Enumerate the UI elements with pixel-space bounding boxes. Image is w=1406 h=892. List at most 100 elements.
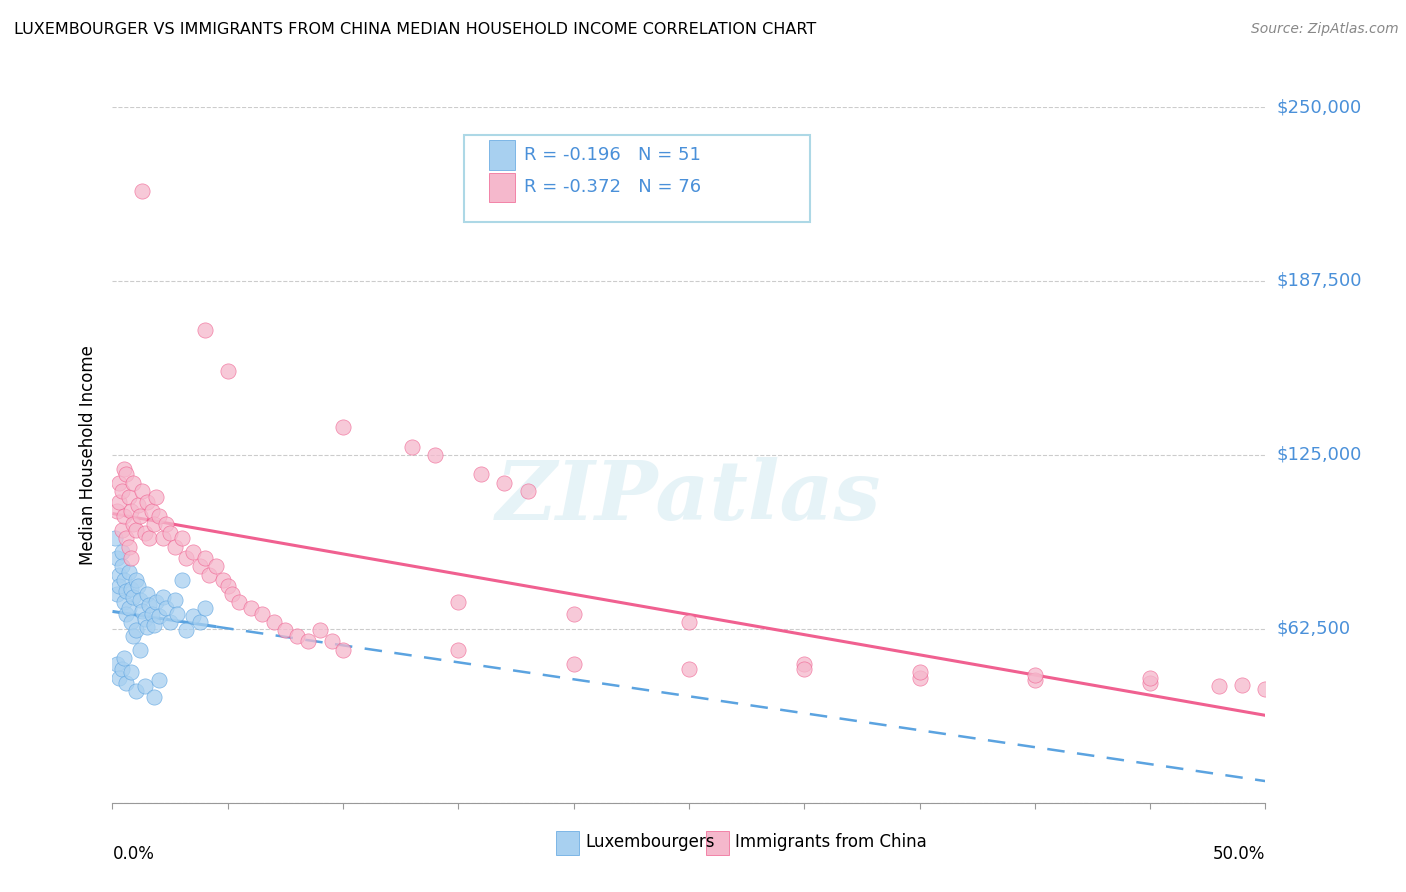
Point [120,615,142,629]
Point [120,665,142,679]
Point [122,517,145,532]
Point [252,607,274,621]
Point [188,615,211,629]
Y-axis label: Median Household Income: Median Household Income [79,345,97,565]
Point [141,607,163,621]
Point [111,559,134,574]
Point [115,676,138,690]
Point [104,532,127,546]
Point [908,665,931,679]
FancyBboxPatch shape [706,830,730,855]
Point [115,467,138,482]
Point [145,595,167,609]
Point [1232,677,1254,691]
Point [120,550,142,565]
Point [793,662,815,676]
Point [112,509,135,524]
Point [112,651,135,665]
Text: $125,000: $125,000 [1277,446,1362,464]
Point [1024,667,1046,681]
Point [159,525,181,540]
Point [297,634,319,648]
Point [163,592,186,607]
Point [127,579,149,593]
Text: LUXEMBOURGER VS IMMIGRANTS FROM CHINA MEDIAN HOUSEHOLD INCOME CORRELATION CHART: LUXEMBOURGER VS IMMIGRANTS FROM CHINA ME… [14,22,817,37]
Point [181,545,204,559]
Point [136,620,159,634]
Point [124,624,146,638]
Point [155,601,177,615]
FancyBboxPatch shape [489,172,515,202]
Point [122,590,145,604]
Point [274,624,297,638]
Point [138,598,160,612]
Point [285,629,308,643]
Point [1024,673,1046,688]
Point [155,517,177,532]
Point [115,532,138,546]
Point [170,573,193,587]
Text: $62,500: $62,500 [1277,620,1351,638]
Point [143,690,166,704]
Point [181,609,204,624]
Point [1254,681,1277,696]
Point [136,495,159,509]
Point [115,607,138,621]
Text: 0.0%: 0.0% [112,845,155,863]
Point [188,559,211,574]
FancyBboxPatch shape [557,830,579,855]
Point [198,567,221,582]
Point [117,565,139,579]
Point [134,525,156,540]
Point [117,601,139,615]
Point [129,509,152,524]
Point [194,601,217,615]
Point [115,584,138,599]
Point [170,532,193,546]
Text: Luxembourgers: Luxembourgers [585,833,714,852]
Point [105,657,128,671]
Point [321,634,343,648]
Point [447,595,470,609]
Point [793,657,815,671]
Point [112,595,135,609]
Point [217,579,239,593]
Text: Immigrants from China: Immigrants from China [735,833,927,852]
Point [127,498,149,512]
Point [908,671,931,685]
Point [112,462,135,476]
Point [1139,676,1161,690]
Point [112,573,135,587]
Point [221,587,243,601]
Point [111,662,134,676]
Point [166,607,188,621]
Point [138,532,160,546]
Text: $250,000: $250,000 [1277,98,1362,116]
Point [111,545,134,559]
Point [217,364,239,378]
Point [136,587,159,601]
Point [194,550,217,565]
Point [111,484,134,499]
Point [212,573,235,587]
Point [678,615,700,629]
Point [117,490,139,504]
Point [108,579,131,593]
Point [120,582,142,596]
Point [108,495,131,509]
Point [122,629,145,643]
Point [122,475,145,490]
Point [1139,671,1161,685]
Point [131,484,153,499]
Point [239,601,262,615]
Point [134,612,156,626]
Point [143,617,166,632]
Point [148,509,170,524]
Point [124,523,146,537]
Point [145,490,167,504]
Point [152,590,174,604]
Point [129,642,152,657]
Point [105,503,128,517]
Point [332,420,354,434]
Text: $187,500: $187,500 [1277,272,1362,290]
